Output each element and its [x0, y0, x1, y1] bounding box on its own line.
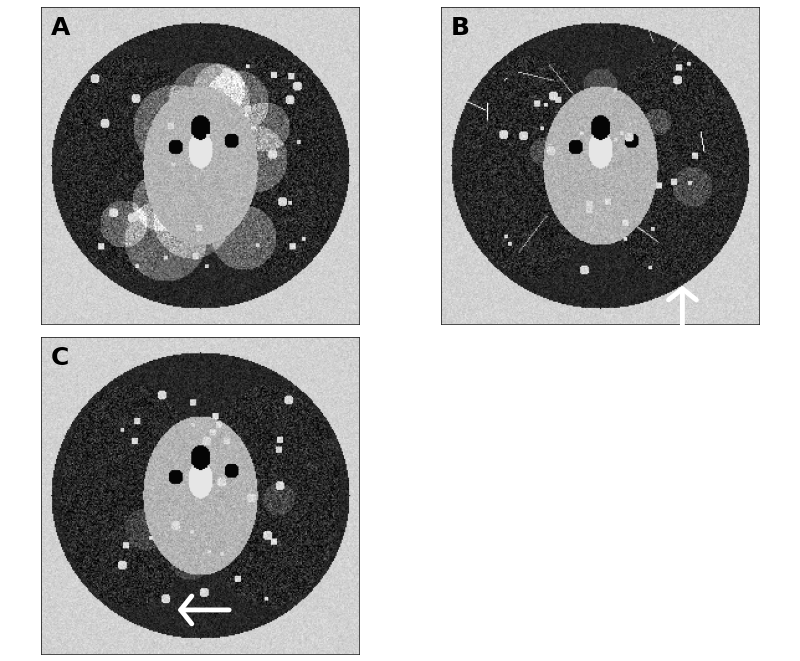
Text: C: C	[51, 346, 70, 370]
Text: A: A	[51, 16, 70, 40]
Text: B: B	[450, 16, 470, 40]
